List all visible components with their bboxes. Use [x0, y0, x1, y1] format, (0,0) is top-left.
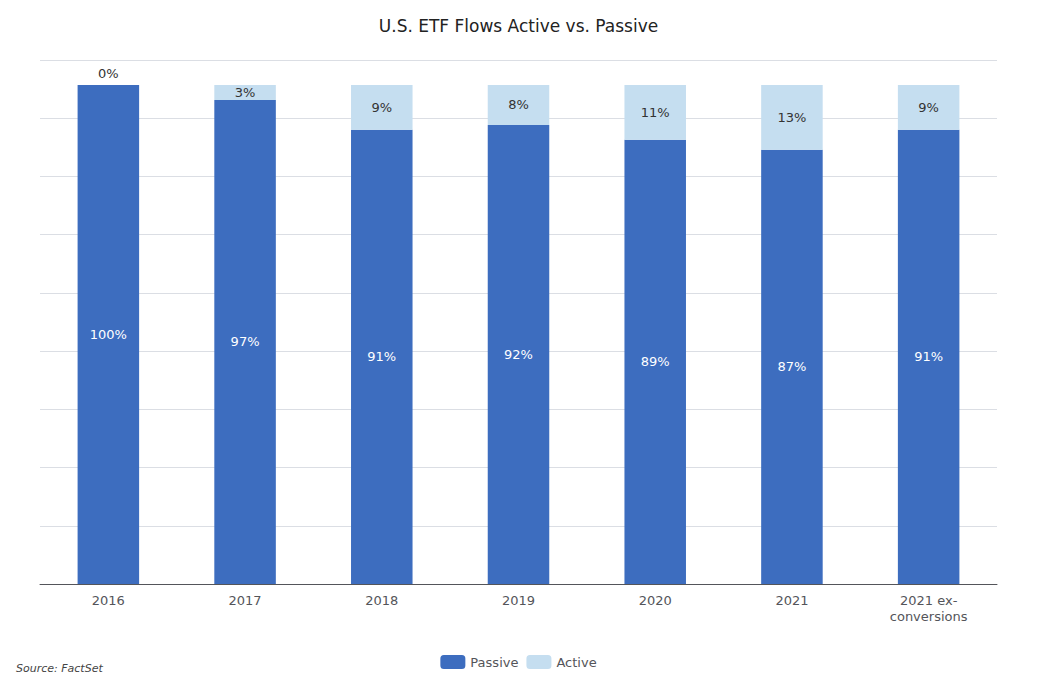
svg-text:9%: 9% — [371, 100, 392, 115]
svg-text:9%: 9% — [918, 100, 939, 115]
svg-text:2017: 2017 — [229, 593, 262, 608]
svg-text:Source: FactSet: Source: FactSet — [16, 662, 103, 675]
svg-text:2021 ex-: 2021 ex- — [900, 593, 958, 608]
svg-text:92%: 92% — [504, 347, 533, 362]
svg-text:2020: 2020 — [639, 593, 672, 608]
svg-text:2016: 2016 — [92, 593, 125, 608]
svg-text:97%: 97% — [231, 334, 260, 349]
svg-text:8%: 8% — [508, 97, 529, 112]
svg-text:89%: 89% — [641, 354, 670, 369]
svg-text:2021: 2021 — [775, 593, 808, 608]
svg-text:conversions: conversions — [890, 609, 968, 624]
svg-text:3%: 3% — [235, 85, 256, 100]
svg-text:100%: 100% — [90, 327, 127, 342]
svg-text:2019: 2019 — [502, 593, 535, 608]
svg-text:U.S. ETF Flows Active vs. Pass: U.S. ETF Flows Active vs. Passive — [379, 16, 658, 36]
svg-text:91%: 91% — [367, 349, 396, 364]
svg-text:Active: Active — [556, 655, 596, 670]
svg-text:11%: 11% — [641, 105, 670, 120]
svg-text:2018: 2018 — [365, 593, 398, 608]
svg-text:91%: 91% — [914, 349, 943, 364]
svg-text:0%: 0% — [98, 66, 119, 81]
svg-text:Passive: Passive — [470, 655, 518, 670]
svg-text:87%: 87% — [777, 359, 806, 374]
svg-text:13%: 13% — [777, 110, 806, 125]
